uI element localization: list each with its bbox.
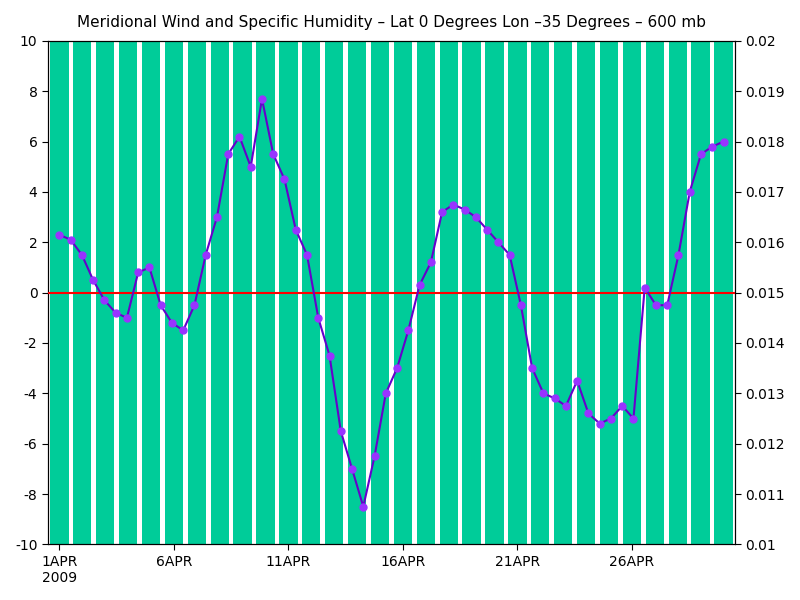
Point bbox=[661, 301, 674, 310]
Bar bbox=[348, 0, 366, 544]
Point bbox=[650, 301, 662, 310]
Point bbox=[537, 389, 550, 398]
Point bbox=[706, 142, 718, 151]
Point bbox=[267, 149, 280, 159]
Point bbox=[503, 250, 516, 260]
Bar bbox=[646, 0, 664, 544]
Point bbox=[694, 149, 707, 159]
Bar bbox=[691, 0, 710, 544]
Point bbox=[255, 94, 268, 104]
Bar bbox=[600, 0, 618, 544]
Point bbox=[559, 401, 572, 411]
Point bbox=[627, 414, 640, 424]
Point bbox=[492, 238, 505, 247]
Point bbox=[110, 308, 122, 317]
Point bbox=[425, 257, 438, 267]
Point bbox=[154, 301, 167, 310]
Point bbox=[379, 389, 392, 398]
Point bbox=[64, 235, 77, 245]
Point bbox=[357, 502, 370, 511]
Point bbox=[548, 394, 561, 403]
Bar bbox=[142, 0, 160, 544]
Bar bbox=[714, 0, 733, 544]
Point bbox=[53, 230, 66, 239]
Point bbox=[413, 280, 426, 290]
Point bbox=[470, 212, 482, 222]
Bar bbox=[210, 0, 229, 544]
Point bbox=[672, 250, 685, 260]
Bar bbox=[486, 0, 504, 544]
Point bbox=[717, 137, 730, 146]
Bar bbox=[96, 0, 114, 544]
Point bbox=[616, 401, 629, 411]
Point bbox=[582, 409, 595, 418]
Bar bbox=[394, 0, 412, 544]
Bar bbox=[669, 0, 687, 544]
Point bbox=[166, 318, 178, 328]
Bar bbox=[50, 0, 69, 544]
Point bbox=[570, 376, 583, 386]
Point bbox=[402, 326, 414, 335]
Bar bbox=[325, 0, 343, 544]
Point bbox=[244, 162, 257, 172]
Point bbox=[210, 212, 223, 222]
Point bbox=[233, 132, 246, 142]
Point bbox=[199, 250, 212, 260]
Point bbox=[334, 426, 347, 436]
Point bbox=[638, 283, 651, 292]
Bar bbox=[302, 0, 321, 544]
Bar bbox=[188, 0, 206, 544]
Point bbox=[121, 313, 134, 323]
Point bbox=[98, 295, 110, 305]
Point bbox=[177, 326, 190, 335]
Bar bbox=[371, 0, 389, 544]
Point bbox=[290, 225, 302, 235]
Point bbox=[526, 364, 538, 373]
Bar bbox=[417, 0, 435, 544]
Point bbox=[605, 414, 618, 424]
Bar bbox=[462, 0, 481, 544]
Point bbox=[323, 351, 336, 361]
Point bbox=[222, 149, 234, 159]
Point bbox=[301, 250, 314, 260]
Bar bbox=[508, 0, 526, 544]
Point bbox=[594, 419, 606, 428]
Bar bbox=[234, 0, 252, 544]
Bar bbox=[577, 0, 595, 544]
Point bbox=[86, 275, 99, 285]
Point bbox=[436, 207, 449, 217]
Point bbox=[683, 187, 696, 197]
Bar bbox=[119, 0, 138, 544]
Bar bbox=[554, 0, 572, 544]
Point bbox=[278, 175, 291, 184]
Bar bbox=[165, 0, 183, 544]
Bar bbox=[256, 0, 274, 544]
Bar bbox=[73, 0, 91, 544]
Title: Meridional Wind and Specific Humidity – Lat 0 Degrees Lon –35 Degrees – 600 mb: Meridional Wind and Specific Humidity – … bbox=[77, 15, 706, 30]
Point bbox=[312, 313, 325, 323]
Point bbox=[458, 205, 471, 214]
Point bbox=[390, 364, 403, 373]
Bar bbox=[279, 0, 298, 544]
Point bbox=[143, 263, 156, 272]
Bar bbox=[439, 0, 458, 544]
Point bbox=[514, 301, 527, 310]
Point bbox=[188, 301, 201, 310]
Point bbox=[447, 200, 460, 209]
Point bbox=[481, 225, 494, 235]
Bar bbox=[622, 0, 641, 544]
Point bbox=[132, 268, 145, 277]
Point bbox=[75, 250, 88, 260]
Point bbox=[368, 451, 381, 461]
Bar bbox=[531, 0, 550, 544]
Point bbox=[346, 464, 358, 473]
